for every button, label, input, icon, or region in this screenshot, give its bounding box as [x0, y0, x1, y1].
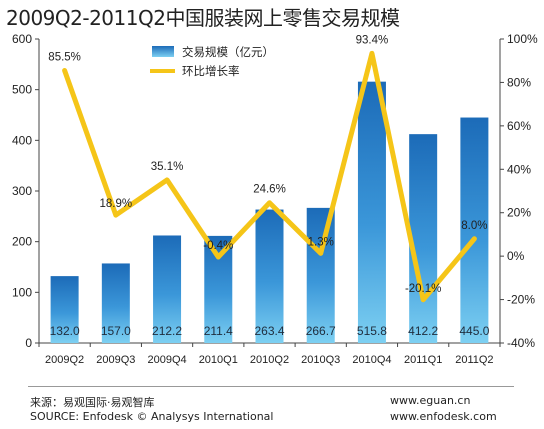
category-label: 2010Q3: [301, 354, 340, 366]
chart-title: 2009Q2-2011Q2中国服装网上零售交易规模: [6, 6, 400, 30]
bar-value-label: 212.2: [152, 324, 182, 338]
labels-layer: 132.0 157.0 212.2 211.4 263.4 266.7 515.8 412.2…: [48, 34, 489, 338]
site-enfodesk: www.enfodesk.com: [390, 410, 497, 423]
left-tick-label: 500: [12, 83, 32, 97]
bar: [153, 235, 182, 343]
bar-value-label: 445.0: [459, 324, 489, 338]
line-value-label: 18.9%: [100, 198, 133, 210]
legend: 交易规模（亿元） 环比增长率: [150, 45, 274, 78]
category-label: 2009Q2: [45, 354, 84, 366]
line-value-label: 85.5%: [48, 51, 81, 63]
line-value-label: 35.1%: [151, 161, 184, 173]
legend-bar-swatch: [152, 46, 174, 57]
left-tick-label: 100: [12, 285, 32, 299]
left-tick-label: 0: [25, 336, 32, 350]
bar: [306, 207, 335, 343]
right-tick-label: 100%: [507, 32, 538, 46]
category-label: 2011Q1: [404, 354, 442, 366]
category-label: 2009Q3: [96, 354, 135, 366]
right-tick-label: 0%: [507, 249, 525, 263]
bar: [460, 117, 489, 344]
line-value-label: -0.4%: [203, 240, 233, 252]
line-layer: [62, 50, 477, 303]
source-cn: 来源：易观国际·易观智库: [30, 396, 155, 409]
bar-value-label: 412.2: [408, 324, 438, 338]
line-value-label: 8.0%: [461, 220, 487, 232]
right-tick-label: 40%: [507, 162, 531, 176]
category-label: 2010Q1: [199, 354, 238, 366]
footer-divider: [28, 386, 514, 387]
category-label: 2010Q4: [352, 354, 391, 366]
right-tick-label: -20%: [507, 293, 535, 307]
category-label: 2009Q4: [147, 354, 186, 366]
right-tick-label: 60%: [507, 119, 531, 133]
legend-bar-label: 交易规模（亿元）: [182, 45, 274, 59]
left-tick-label: 400: [12, 133, 32, 147]
left-tick-label: 200: [12, 235, 32, 249]
bar-value-label: 157.0: [101, 324, 131, 338]
line-value-label: 1.3%: [308, 236, 334, 248]
bar: [357, 81, 386, 344]
bars-layer: [50, 81, 489, 344]
line-value-label: -20.1%: [405, 283, 441, 295]
right-tick-label: -40%: [507, 336, 535, 350]
bar-value-label: 263.4: [254, 324, 284, 338]
category-label: 2011Q2: [455, 354, 493, 366]
bar: [50, 276, 79, 343]
source-en: SOURCE: Enfodesk © Analysys Internationa…: [30, 410, 274, 423]
growth-line: [62, 50, 477, 303]
legend-line-label: 环比增长率: [182, 64, 240, 78]
site-eguan: www.eguan.cn: [390, 394, 471, 407]
category-label: 2010Q2: [250, 354, 289, 366]
right-tick-label: 80%: [507, 75, 531, 89]
bar-value-label: 132.0: [50, 324, 80, 338]
chart-svg: 0 100 200 300 400 500 600 -40% -20% 0% 20% 40% 60% 80…: [12, 32, 538, 366]
line-value-label: 24.6%: [253, 184, 286, 196]
right-tick-label: 20%: [507, 206, 531, 220]
line-value-label: 93.4%: [356, 34, 389, 46]
bar: [255, 209, 284, 343]
left-tick-label: 600: [12, 32, 32, 46]
bar-value-label: 266.7: [306, 324, 336, 338]
bar-value-label: 515.8: [357, 324, 387, 338]
left-tick-label: 300: [12, 184, 32, 198]
bar: [101, 263, 130, 343]
bar: [409, 134, 438, 343]
bar-value-label: 211.4: [204, 324, 233, 338]
